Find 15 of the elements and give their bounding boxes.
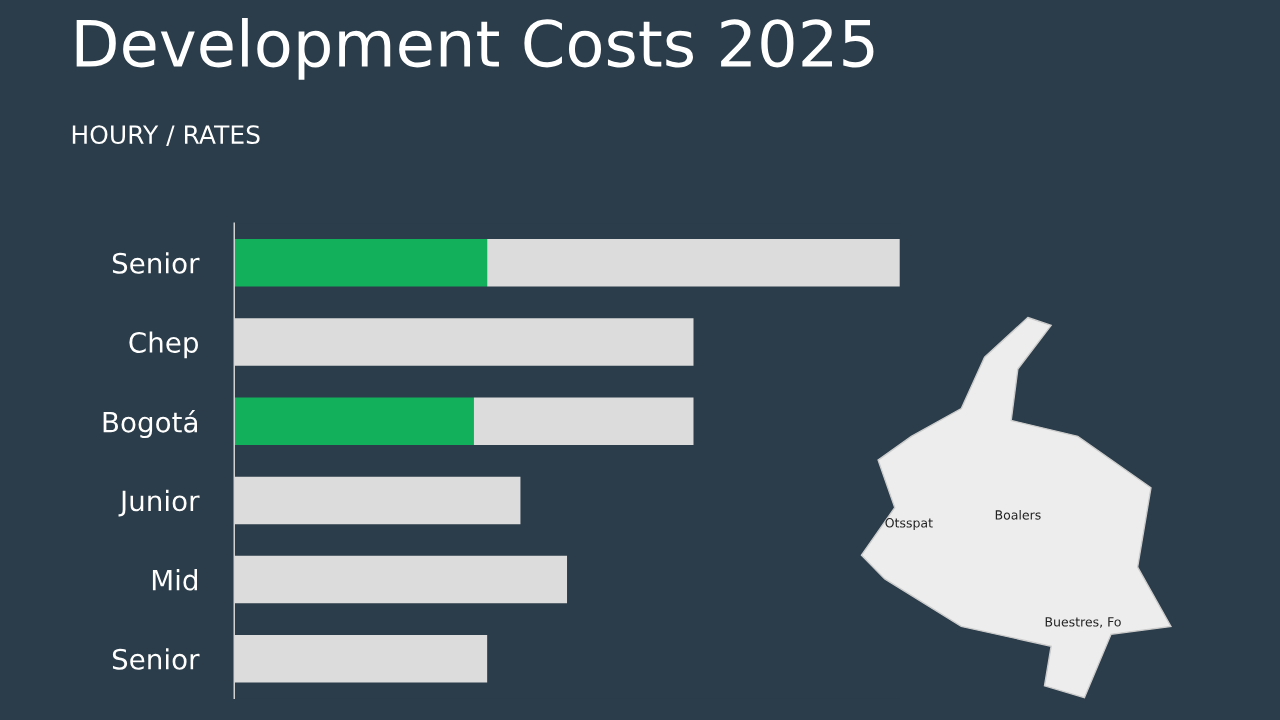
bar: [473, 397, 694, 445]
text: Boalers: [995, 509, 1041, 520]
bar: [487, 239, 900, 287]
bar: [234, 239, 488, 287]
y-tick-label: Chep: [129, 331, 198, 359]
bar: [234, 397, 474, 445]
y-tick-label: Mid: [152, 569, 197, 591]
y-tick-label: Bogotá: [103, 410, 197, 439]
chart-title: Development Costs 2025: [76, 18, 874, 80]
y-tick-label: Senior: [112, 648, 200, 670]
y-tick-label: Junior: [118, 489, 200, 517]
y-tick-label: Senior: [112, 252, 200, 274]
chart-subtitle: HOURY / RATES: [72, 125, 260, 147]
text: Buestres, Fo: [1045, 617, 1121, 628]
annotation: Otsspat: [885, 518, 933, 530]
